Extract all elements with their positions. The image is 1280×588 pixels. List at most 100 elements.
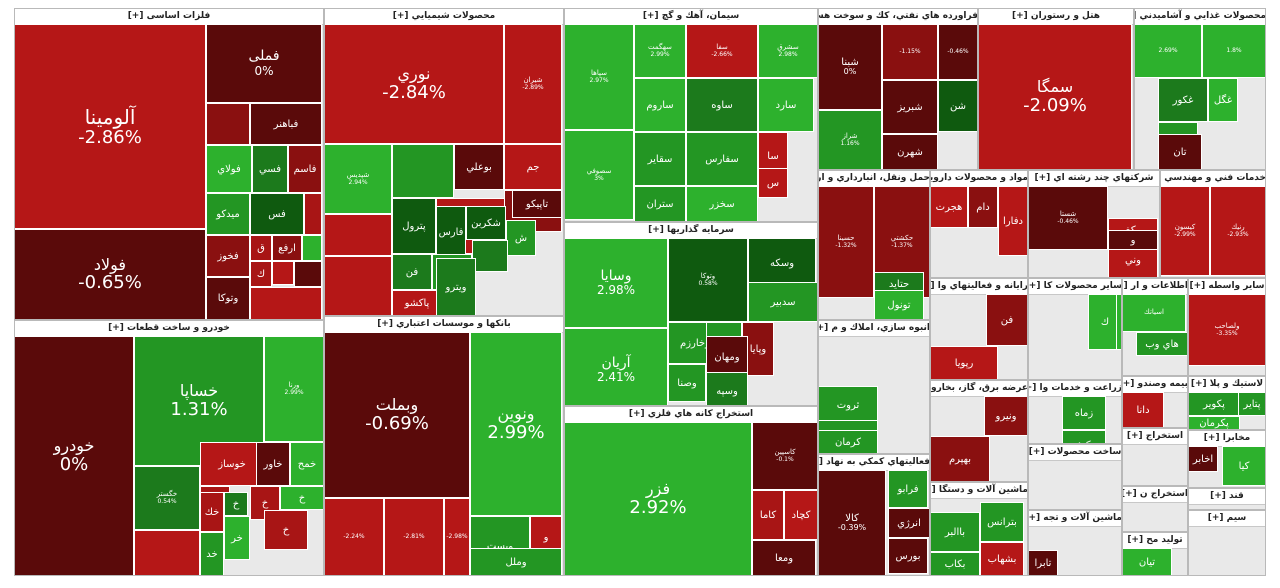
stock-tile[interactable]: فاسم — [288, 145, 322, 193]
stock-tile[interactable]: ستران — [634, 186, 686, 222]
stock-tile[interactable]: رپويا — [930, 346, 998, 380]
stock-tile[interactable]: فباهنر — [250, 103, 322, 145]
stock-tile[interactable]: فخوز — [206, 235, 250, 277]
stock-tile[interactable]: غكور — [1158, 78, 1208, 122]
stock-tile[interactable]: شكربن — [466, 206, 506, 240]
sector-title[interactable]: توليد مح [+] — [1122, 532, 1188, 549]
stock-tile[interactable]: بشهاب — [980, 542, 1024, 576]
stock-tile[interactable]: سفارس — [686, 132, 758, 186]
stock-tile[interactable]: رنيك -2.93% — [1210, 186, 1266, 276]
sector-title[interactable]: زراعت و خدمات وا [+] — [1028, 380, 1122, 397]
stock-tile[interactable]: سخزر — [686, 186, 758, 222]
stock-tile[interactable]: خر — [224, 516, 250, 560]
stock-tile[interactable]: -2.24% — [324, 498, 384, 576]
stock-tile[interactable]: اسياتك — [1122, 294, 1186, 332]
stock-tile[interactable]: زكوثر — [1062, 430, 1106, 444]
stock-tile[interactable]: غگل — [1208, 78, 1238, 122]
stock-tile[interactable]: فولاي — [206, 145, 252, 193]
stock-tile[interactable]: سمگا -2.09% — [978, 24, 1132, 170]
stock-tile[interactable]: تاپيكو — [512, 190, 562, 218]
sector-title[interactable]: هتل و رستوران [+] — [978, 8, 1134, 25]
stock-tile[interactable]: دانا — [1122, 392, 1164, 428]
stock-tile[interactable]: تابرا — [1028, 550, 1058, 576]
stock-tile[interactable]: 1.8% — [1202, 24, 1266, 78]
sector-title[interactable]: قند [+] — [1188, 488, 1266, 505]
stock-tile[interactable]: -1.15% — [882, 24, 938, 80]
sector-title[interactable]: ساير محصولات كا [+] — [1028, 278, 1122, 295]
stock-tile[interactable]: فرابو — [888, 470, 928, 508]
stock-tile[interactable]: خد — [200, 532, 224, 576]
stock-tile[interactable]: وسپه — [706, 372, 748, 406]
sector-title[interactable]: استخراج كانه هاي فلزي [+] — [564, 406, 818, 423]
sector-title[interactable]: استخراج [+] — [1122, 428, 1188, 445]
sector-title[interactable]: رايانه و فعاليتهاي وا [+] — [930, 278, 1028, 295]
stock-tile[interactable]: حسينا -1.32% — [818, 186, 874, 298]
sector-title[interactable]: عرضه برق، گاز، بخارو [+] — [930, 380, 1028, 397]
stock-tile[interactable]: كيا — [1222, 446, 1266, 486]
stock-tile[interactable]: ثروت — [818, 386, 878, 424]
stock-tile[interactable] — [324, 256, 392, 316]
stock-tile[interactable]: كچاد — [784, 490, 818, 540]
stock-tile[interactable]: ورنا 2.99% — [264, 336, 324, 442]
stock-tile[interactable]: خوساز — [200, 442, 264, 486]
stock-tile[interactable]: بهپرم — [930, 436, 990, 482]
stock-tile[interactable]: فس — [250, 193, 304, 235]
stock-tile[interactable]: تونول — [874, 290, 924, 320]
stock-tile[interactable]: ونوين 2.99% — [470, 332, 562, 516]
stock-tile[interactable]: انرژي — [888, 508, 930, 538]
stock-tile[interactable]: خ — [224, 492, 248, 516]
stock-tile[interactable]: پكرمان — [1188, 416, 1240, 430]
stock-tile[interactable]: شهرن — [882, 134, 938, 170]
sector-title[interactable]: خدمات فني و مهندسي [+] — [1160, 170, 1266, 187]
stock-tile[interactable]: ميدكو — [206, 193, 250, 235]
stock-tile[interactable] — [304, 193, 322, 235]
sector-title[interactable]: اطلاعات و ار [+] — [1122, 278, 1188, 295]
stock-tile[interactable]: بورس — [888, 538, 928, 574]
stock-tile[interactable]: خك — [200, 492, 224, 532]
stock-tile[interactable]: ك — [250, 261, 272, 287]
stock-tile[interactable] — [206, 103, 250, 145]
stock-tile[interactable]: ساروم — [634, 78, 686, 132]
stock-tile[interactable]: نوري -2.84% — [324, 24, 504, 144]
stock-tile[interactable]: شيران -2.89% — [504, 24, 562, 144]
stock-tile[interactable]: جم — [504, 144, 562, 190]
stock-tile[interactable]: ومهان — [706, 336, 748, 378]
stock-tile[interactable]: ونيرو — [984, 396, 1028, 436]
stock-tile[interactable]: سقاير — [634, 132, 686, 186]
stock-tile[interactable]: ولصاحب -3.35% — [1188, 294, 1266, 366]
stock-tile[interactable]: فزر 2.92% — [564, 422, 752, 576]
stock-tile[interactable]: باالبر — [930, 512, 980, 552]
stock-tile[interactable]: شپديس 2.94% — [324, 144, 392, 214]
stock-tile[interactable]: پتاير — [1238, 392, 1266, 416]
stock-tile[interactable]: سپاها 2.97% — [564, 24, 634, 130]
stock-tile[interactable]: شبنا 0% — [818, 24, 882, 110]
stock-tile[interactable]: ش — [506, 220, 536, 256]
sector-title[interactable]: ماشين آلات و تجه [+] — [1028, 510, 1122, 527]
stock-tile[interactable]: سفا -2.66% — [686, 24, 758, 78]
stock-tile[interactable]: كيسون -2.99% — [1160, 186, 1210, 276]
stock-tile[interactable]: كاما — [752, 490, 784, 540]
stock-tile[interactable]: فملی 0% — [206, 24, 322, 103]
sector-title[interactable]: سيمان، آهك و گچ [+] — [564, 8, 818, 25]
stock-tile[interactable]: وتوكا — [206, 277, 250, 320]
stock-tile[interactable]: سارد — [758, 78, 814, 132]
stock-tile[interactable] — [250, 287, 322, 320]
sector-title[interactable]: لاستيك و پلا [+] — [1188, 376, 1266, 393]
stock-tile[interactable]: -2.98% — [444, 498, 470, 576]
sector-title[interactable]: سرمايه گذاريها [+] — [564, 222, 818, 239]
sector-title[interactable]: ساير واسطه [+] — [1188, 278, 1266, 295]
stock-tile[interactable]: كاسپين -0.1% — [752, 422, 818, 490]
stock-tile[interactable] — [294, 261, 322, 287]
stock-tile[interactable]: و — [1108, 230, 1158, 250]
sector-title[interactable]: مخابرا [+] — [1188, 430, 1266, 447]
sector-title[interactable]: ماشين آلات و دستگا [+] — [930, 482, 1028, 499]
stock-tile[interactable]: ق — [250, 235, 272, 261]
stock-tile[interactable]: 2.69% — [1134, 24, 1202, 78]
stock-tile[interactable]: خگستر 0.54% — [134, 466, 200, 530]
stock-tile[interactable] — [392, 144, 454, 198]
stock-tile[interactable]: بكاب — [930, 552, 980, 576]
stock-tile[interactable]: كالا -0.39% — [818, 470, 886, 576]
stock-tile[interactable]: آريان 2.41% — [564, 328, 668, 406]
stock-tile[interactable]: وتوكا 0.58% — [668, 238, 748, 322]
stock-tile[interactable]: سدبير — [748, 282, 818, 322]
